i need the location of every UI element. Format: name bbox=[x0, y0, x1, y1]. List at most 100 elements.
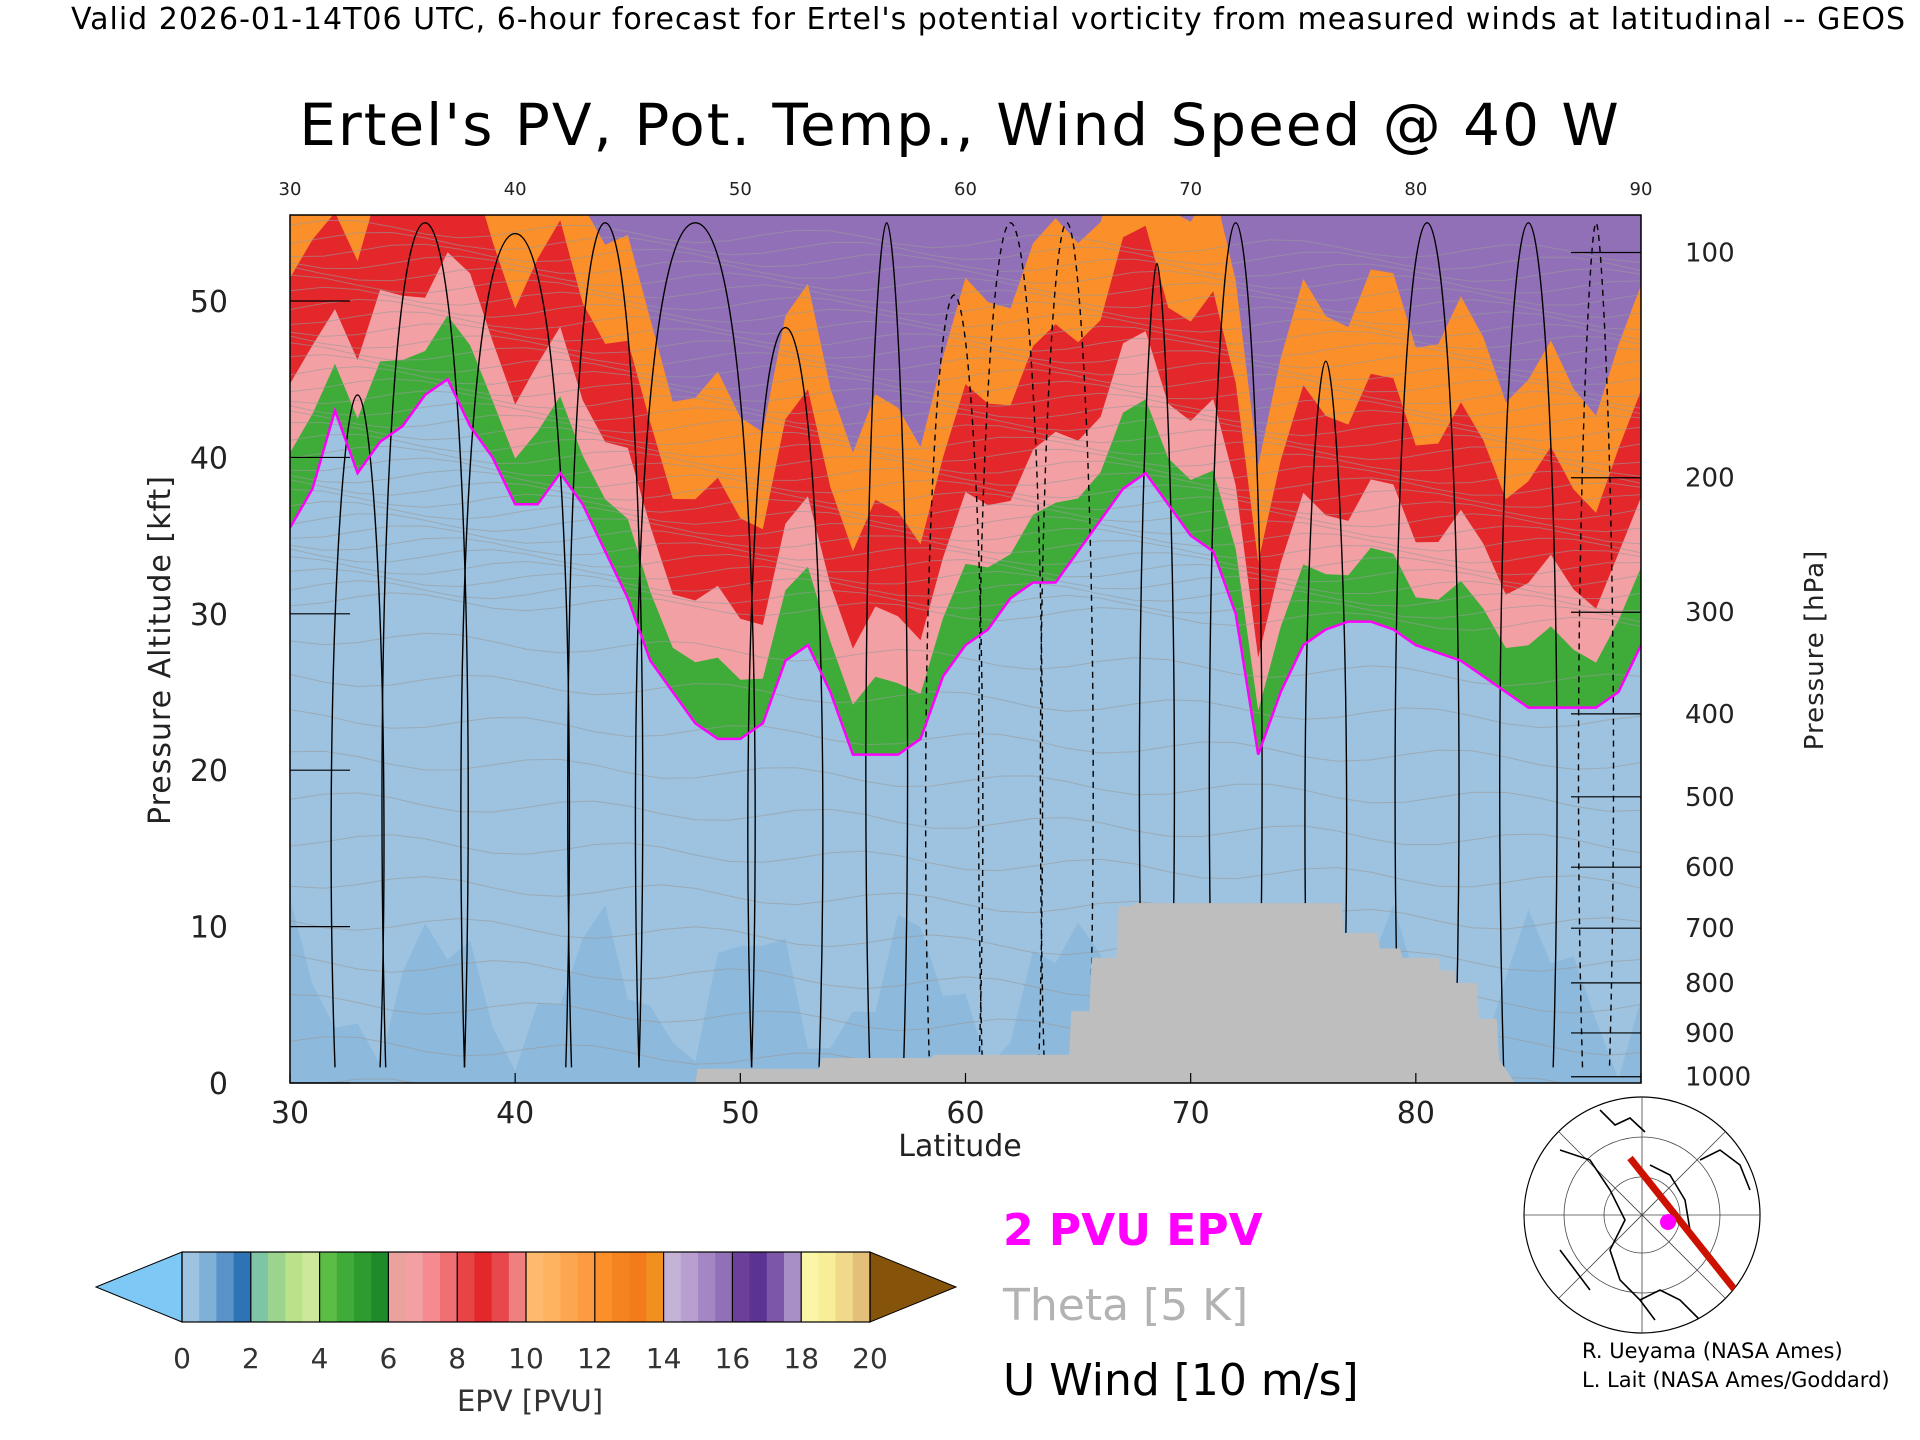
colorbar-over-triangle bbox=[869, 1251, 958, 1323]
theta-line bbox=[290, 255, 1641, 294]
colorbar-tick-label: 4 bbox=[311, 1342, 329, 1375]
colorbar-segment bbox=[182, 1252, 200, 1322]
colorbar-segment bbox=[216, 1252, 235, 1322]
colorbar-segment bbox=[766, 1252, 785, 1322]
wind-contour bbox=[977, 222, 1044, 1068]
colorbar-segment bbox=[818, 1252, 837, 1322]
theta-line bbox=[290, 457, 1641, 496]
colorbar-segment bbox=[319, 1252, 338, 1322]
colorbar-segment bbox=[577, 1252, 596, 1322]
y-tick-label: 0 bbox=[209, 1067, 228, 1102]
wind-contour bbox=[634, 222, 756, 1068]
pressure-tick-label: 1000 bbox=[1685, 1063, 1751, 1093]
colorbar-segment bbox=[336, 1252, 355, 1322]
x-top-tick-label: 50 bbox=[729, 179, 752, 200]
wind-contour bbox=[747, 326, 824, 1068]
y-tick-label: 50 bbox=[190, 285, 228, 320]
wind-contour bbox=[1304, 360, 1348, 1068]
pressure-tick-label: 700 bbox=[1685, 914, 1735, 944]
colorbar-segment bbox=[526, 1252, 544, 1322]
theta-line bbox=[290, 378, 1641, 417]
x-top-tick-label: 80 bbox=[1404, 179, 1427, 200]
theta-line bbox=[290, 580, 1641, 623]
wind-contour bbox=[1499, 222, 1558, 1068]
colorbar-segment bbox=[646, 1252, 665, 1322]
colorbar-segment bbox=[250, 1252, 269, 1322]
colorbar-tick-label: 0 bbox=[173, 1342, 191, 1375]
theta-line bbox=[290, 469, 1641, 508]
x-tick-label: 60 bbox=[946, 1096, 984, 1131]
theta-line bbox=[290, 231, 1641, 271]
colorbar: 0 2 4 6 8 10 12 14 16 18 20 bbox=[94, 1251, 958, 1375]
x-tick-label: 30 bbox=[271, 1096, 309, 1131]
theta-line bbox=[290, 568, 1641, 612]
x-top-tick-label: 90 bbox=[1630, 179, 1653, 200]
pressure-tick-label: 800 bbox=[1685, 969, 1735, 999]
chart-title: Ertel's PV, Pot. Temp., Wind Speed @ 40 … bbox=[299, 91, 1621, 159]
theta-line bbox=[290, 266, 1641, 306]
theta-line bbox=[290, 323, 1641, 362]
colorbar-segment bbox=[199, 1252, 217, 1322]
colorbar-tick-label: 8 bbox=[448, 1342, 466, 1375]
colorbar-segment bbox=[663, 1252, 682, 1322]
colorbar-segment bbox=[302, 1252, 321, 1322]
theta-line bbox=[290, 500, 1641, 545]
x-tick-label: 70 bbox=[1172, 1096, 1210, 1131]
theta-line bbox=[290, 390, 1641, 429]
colorbar-segment bbox=[388, 1252, 407, 1322]
y-axis-left: 0 10 20 30 40 50 bbox=[190, 285, 350, 1102]
colorbar-tick-label: 20 bbox=[852, 1342, 888, 1375]
troposphere-shading bbox=[290, 898, 1641, 1083]
theta-line bbox=[290, 548, 1641, 588]
legend-item-tropopause: 2 PVU EPV bbox=[1003, 1205, 1263, 1256]
colorbar-segment bbox=[732, 1252, 751, 1322]
pressure-tick-label: 300 bbox=[1685, 598, 1735, 628]
colorbar-segment bbox=[268, 1252, 286, 1322]
x-top-tick-label: 60 bbox=[954, 179, 977, 200]
inset-map bbox=[1523, 1096, 1761, 1334]
wind-contour bbox=[330, 394, 385, 1068]
theta-line bbox=[290, 298, 1641, 341]
theta-line bbox=[290, 366, 1641, 409]
theta-line bbox=[290, 422, 1641, 466]
colorbar-tick-label: 10 bbox=[508, 1342, 544, 1375]
wind-contour bbox=[567, 222, 644, 1068]
colorbar-segment bbox=[560, 1252, 579, 1322]
theta-line bbox=[290, 410, 1641, 454]
colorbar-segment bbox=[698, 1252, 716, 1322]
theta-line bbox=[290, 834, 1641, 889]
theta-line bbox=[290, 876, 1641, 930]
y-axis-right: 100 200 300 400 500 600 700 800 900 1000 bbox=[1571, 239, 1751, 1093]
colorbar-segment bbox=[835, 1252, 854, 1322]
credit-line-2: L. Lait (NASA Ames/Goddard) bbox=[1582, 1368, 1890, 1392]
theta-line bbox=[290, 556, 1641, 599]
x-tick-label: 50 bbox=[721, 1096, 759, 1131]
legend-item-wind: U Wind [10 m/s] bbox=[1003, 1355, 1359, 1406]
map-track bbox=[1627, 1155, 1738, 1293]
y2-axis-label: Pressure [hPa] bbox=[1800, 550, 1830, 751]
theta-line bbox=[290, 918, 1641, 972]
theta-line bbox=[290, 750, 1641, 812]
x-top-tick-label: 30 bbox=[279, 179, 302, 200]
theta-line bbox=[290, 709, 1641, 770]
theta-line bbox=[290, 433, 1641, 477]
theta-line bbox=[290, 513, 1641, 554]
colorbar-segment bbox=[680, 1252, 699, 1322]
colorbar-segment bbox=[474, 1252, 493, 1322]
wind-contour bbox=[1394, 222, 1460, 1068]
terrain-mask bbox=[695, 903, 1515, 1083]
epv-band-purple bbox=[588, 215, 1641, 466]
y-tick-label: 30 bbox=[190, 598, 228, 633]
colorbar-tick-label: 12 bbox=[577, 1342, 613, 1375]
pressure-tick-label: 900 bbox=[1685, 1019, 1735, 1049]
theta-line bbox=[290, 537, 1641, 576]
colorbar-segment bbox=[612, 1252, 630, 1322]
theta-line bbox=[290, 243, 1641, 282]
colorbar-segment bbox=[543, 1252, 561, 1322]
colorbar-segment bbox=[422, 1252, 441, 1322]
theta-line bbox=[290, 479, 1641, 521]
colorbar-segment bbox=[629, 1252, 647, 1322]
colorbar-segment bbox=[784, 1252, 802, 1322]
theta-line bbox=[290, 342, 1641, 386]
theta-line bbox=[290, 354, 1641, 398]
